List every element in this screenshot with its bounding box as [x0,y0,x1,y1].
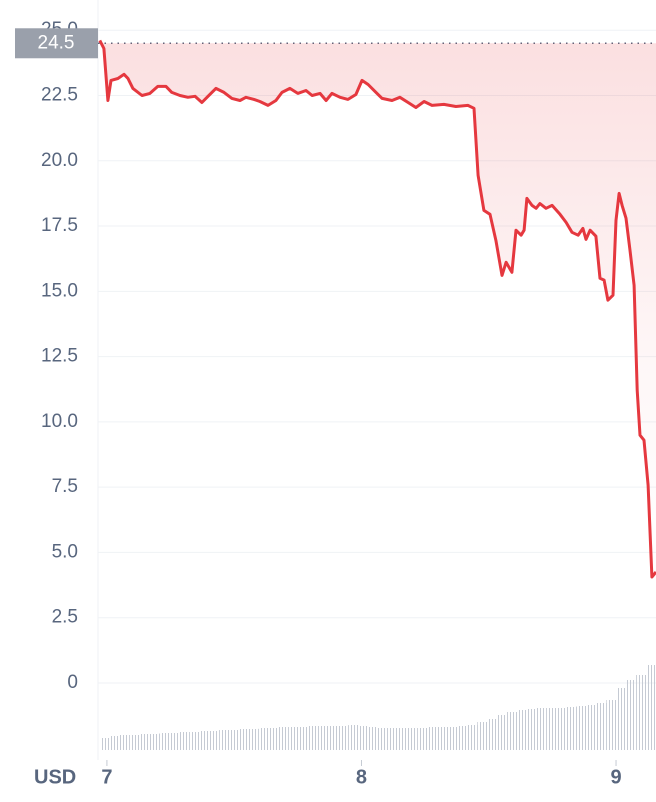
volume-bar [308,726,319,750]
volume-bar [109,736,120,750]
volume-bar [149,734,160,750]
volume-bar [606,700,617,750]
volume-bar [288,727,299,750]
volume-bar [447,727,458,750]
volume-bar [100,738,110,750]
volume-bar [626,680,637,750]
volume-bar [596,703,607,750]
volume-bar [348,725,359,750]
y-tick-label: 12.5 [41,346,78,367]
volume-bar [477,722,488,750]
area [99,40,656,577]
volume-bar [119,735,130,750]
volume-bar [507,712,517,750]
volume-bar [407,728,418,750]
volume-bar [169,733,180,750]
volume-bar [239,729,249,750]
volume-bar [517,710,527,750]
baseline-label-box [15,28,98,59]
price-line [98,39,656,579]
volume-bar [437,727,448,750]
volume-bar [497,715,508,750]
volume-bar [368,727,378,750]
volume-bar [526,709,537,750]
y-tick-label: 15.0 [41,280,78,301]
volume-bar [199,731,210,750]
volume-bar [536,708,547,750]
x-tick-label: 8 [356,766,367,788]
y-tick-label: 10.0 [41,411,78,432]
volume [100,665,656,750]
volume-bar [139,734,150,750]
volume-bar [616,688,627,750]
y-tick-label: 22.5 [41,85,78,106]
volume-bar [358,726,369,750]
baseline-label: 24.5 [38,32,75,53]
labels: 25.022.520.017.515.012.510.07.55.02.5078… [15,19,622,788]
volume-bar [159,733,170,750]
volume-bar [576,706,587,750]
volume-bar [546,708,557,750]
volume-bar [387,728,398,750]
volume-bar [298,727,309,750]
y-tick-label: 5.0 [52,541,78,562]
volume-bar [636,675,647,750]
volume-bar [278,727,289,750]
volume-bar [566,707,577,750]
volume-bar [417,728,428,750]
volume-bar [248,729,259,750]
volume-bar [229,730,239,750]
volume-bar [457,726,468,750]
y-tick-label: 17.5 [41,215,78,236]
volume-bar [219,730,230,750]
plot [98,39,656,579]
volume-bar [328,726,339,750]
x-tick-label: 7 [101,766,112,788]
volume-bar [586,705,597,750]
y-tick-label: 7.5 [52,476,78,497]
volume-bar [129,735,140,750]
volume-bar [378,728,388,750]
volume-bar [258,728,269,750]
currency-label: USD [34,766,76,788]
volume-bar [268,728,279,750]
y-tick-label: 0 [67,672,78,693]
volume-bar [427,727,438,750]
x-tick-label: 9 [610,766,621,788]
y-tick-label: 2.5 [52,607,78,628]
volume-bar [467,725,478,750]
volume-bar [487,719,498,750]
volume-bar [179,732,190,750]
volume-bar [318,726,329,750]
volume-bar [556,708,567,750]
volume-bar [209,731,220,750]
volume-bar [397,728,408,750]
volume-bar [189,732,200,750]
y-tick-label: 20.0 [41,150,78,171]
volume-bar [646,665,656,750]
volume-bar [338,726,349,750]
